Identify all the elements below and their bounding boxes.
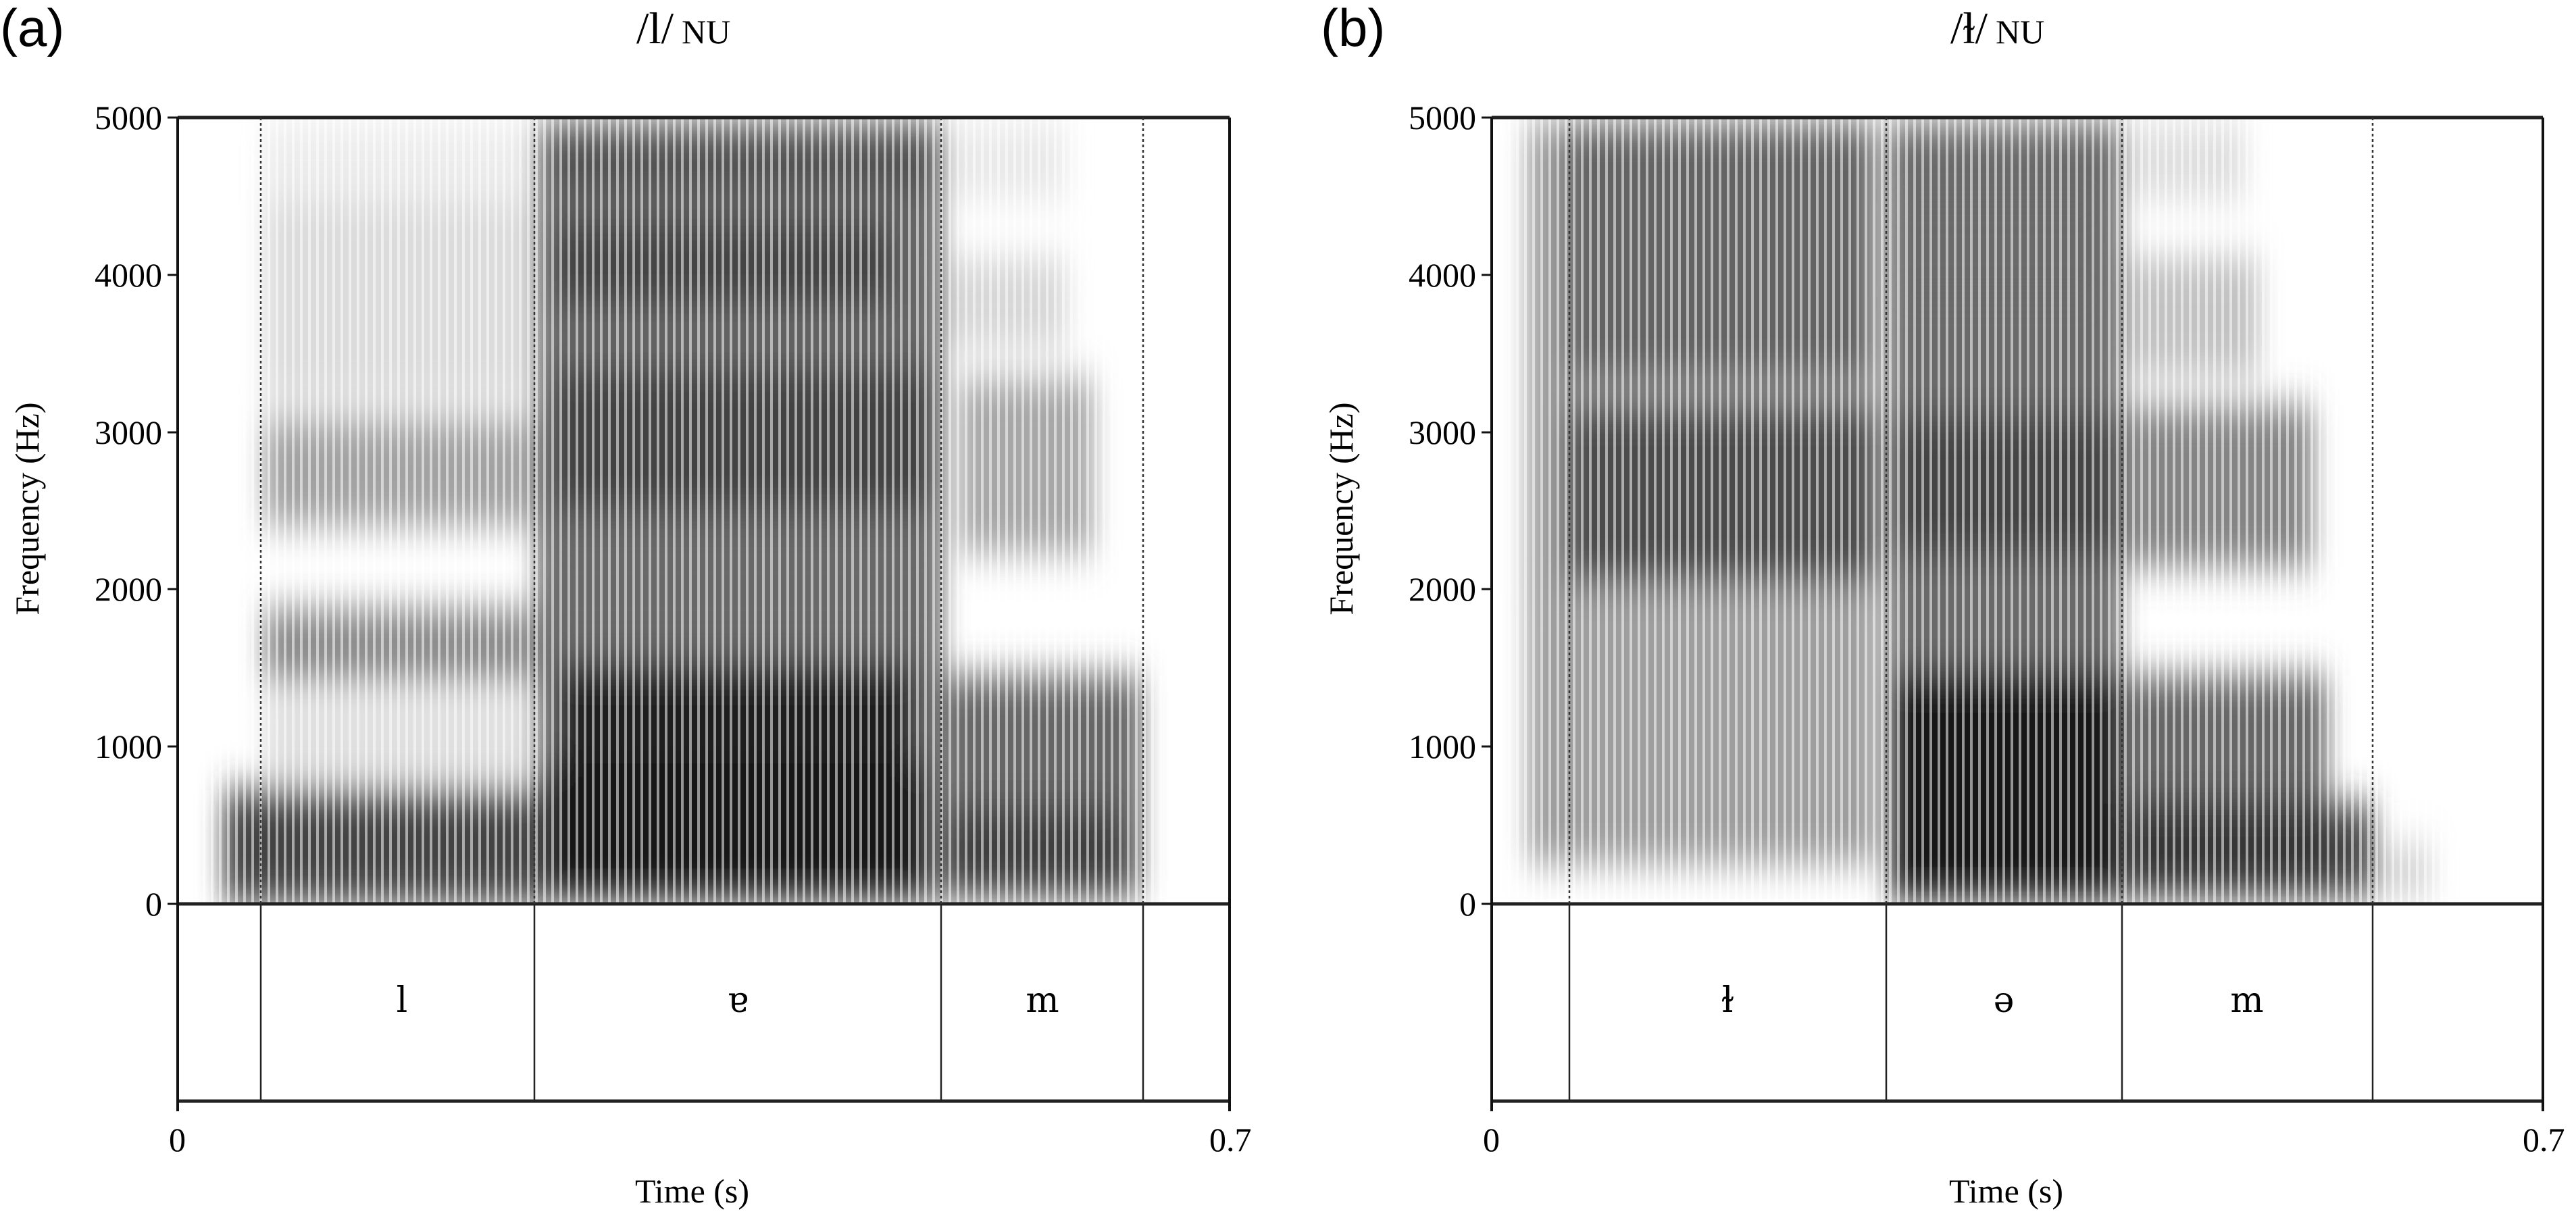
- y-tick-2000: 2000: [95, 570, 162, 608]
- segment-label: ɐ: [727, 980, 749, 1021]
- title-group: NU: [682, 13, 731, 51]
- x-tick-start: 0: [1483, 1121, 1500, 1159]
- segment-label: ɫ: [1721, 980, 1734, 1021]
- title-group: NU: [1996, 13, 2045, 51]
- y-tick-1000: 1000: [1409, 728, 1476, 765]
- title-phoneme: /l/: [636, 4, 674, 53]
- spectrogram-a: [168, 116, 1231, 1111]
- y-tick-5000: 5000: [1409, 99, 1476, 136]
- y-tick-4000: 4000: [95, 256, 162, 294]
- y-tick-5000: 5000: [95, 99, 162, 136]
- x-tick-start: 0: [169, 1121, 186, 1159]
- y-tick-0: 0: [145, 885, 162, 923]
- segment-label: ə: [1993, 980, 2015, 1021]
- panel-label-a: (a): [0, 0, 65, 57]
- segment-label: m: [2230, 980, 2264, 1021]
- segment-label: m: [1026, 980, 1059, 1021]
- x-axis-label: Time (s): [635, 1172, 750, 1210]
- segment-label: l: [396, 980, 408, 1021]
- panel-title-b: /ɫ/NU: [1950, 7, 2044, 51]
- x-axis-label: Time (s): [1949, 1172, 2064, 1210]
- x-tick-end: 0.7: [1209, 1121, 1252, 1159]
- spectrogram-b: [1482, 116, 2544, 1111]
- y-tick-0: 0: [1459, 885, 1476, 923]
- y-tick-3000: 3000: [95, 413, 162, 451]
- y-axis-label: Frequency (Hz): [8, 402, 46, 615]
- x-tick-end: 0.7: [2523, 1121, 2565, 1159]
- title-phoneme: /ɫ/: [1950, 4, 1988, 53]
- panel-label-b: (b): [1321, 0, 1386, 57]
- y-tick-4000: 4000: [1409, 256, 1476, 294]
- y-axis-label: Frequency (Hz): [1322, 402, 1360, 615]
- y-tick-1000: 1000: [95, 728, 162, 765]
- y-tick-2000: 2000: [1409, 570, 1476, 608]
- y-tick-3000: 3000: [1409, 413, 1476, 451]
- panel-title-a: /l/NU: [636, 7, 730, 51]
